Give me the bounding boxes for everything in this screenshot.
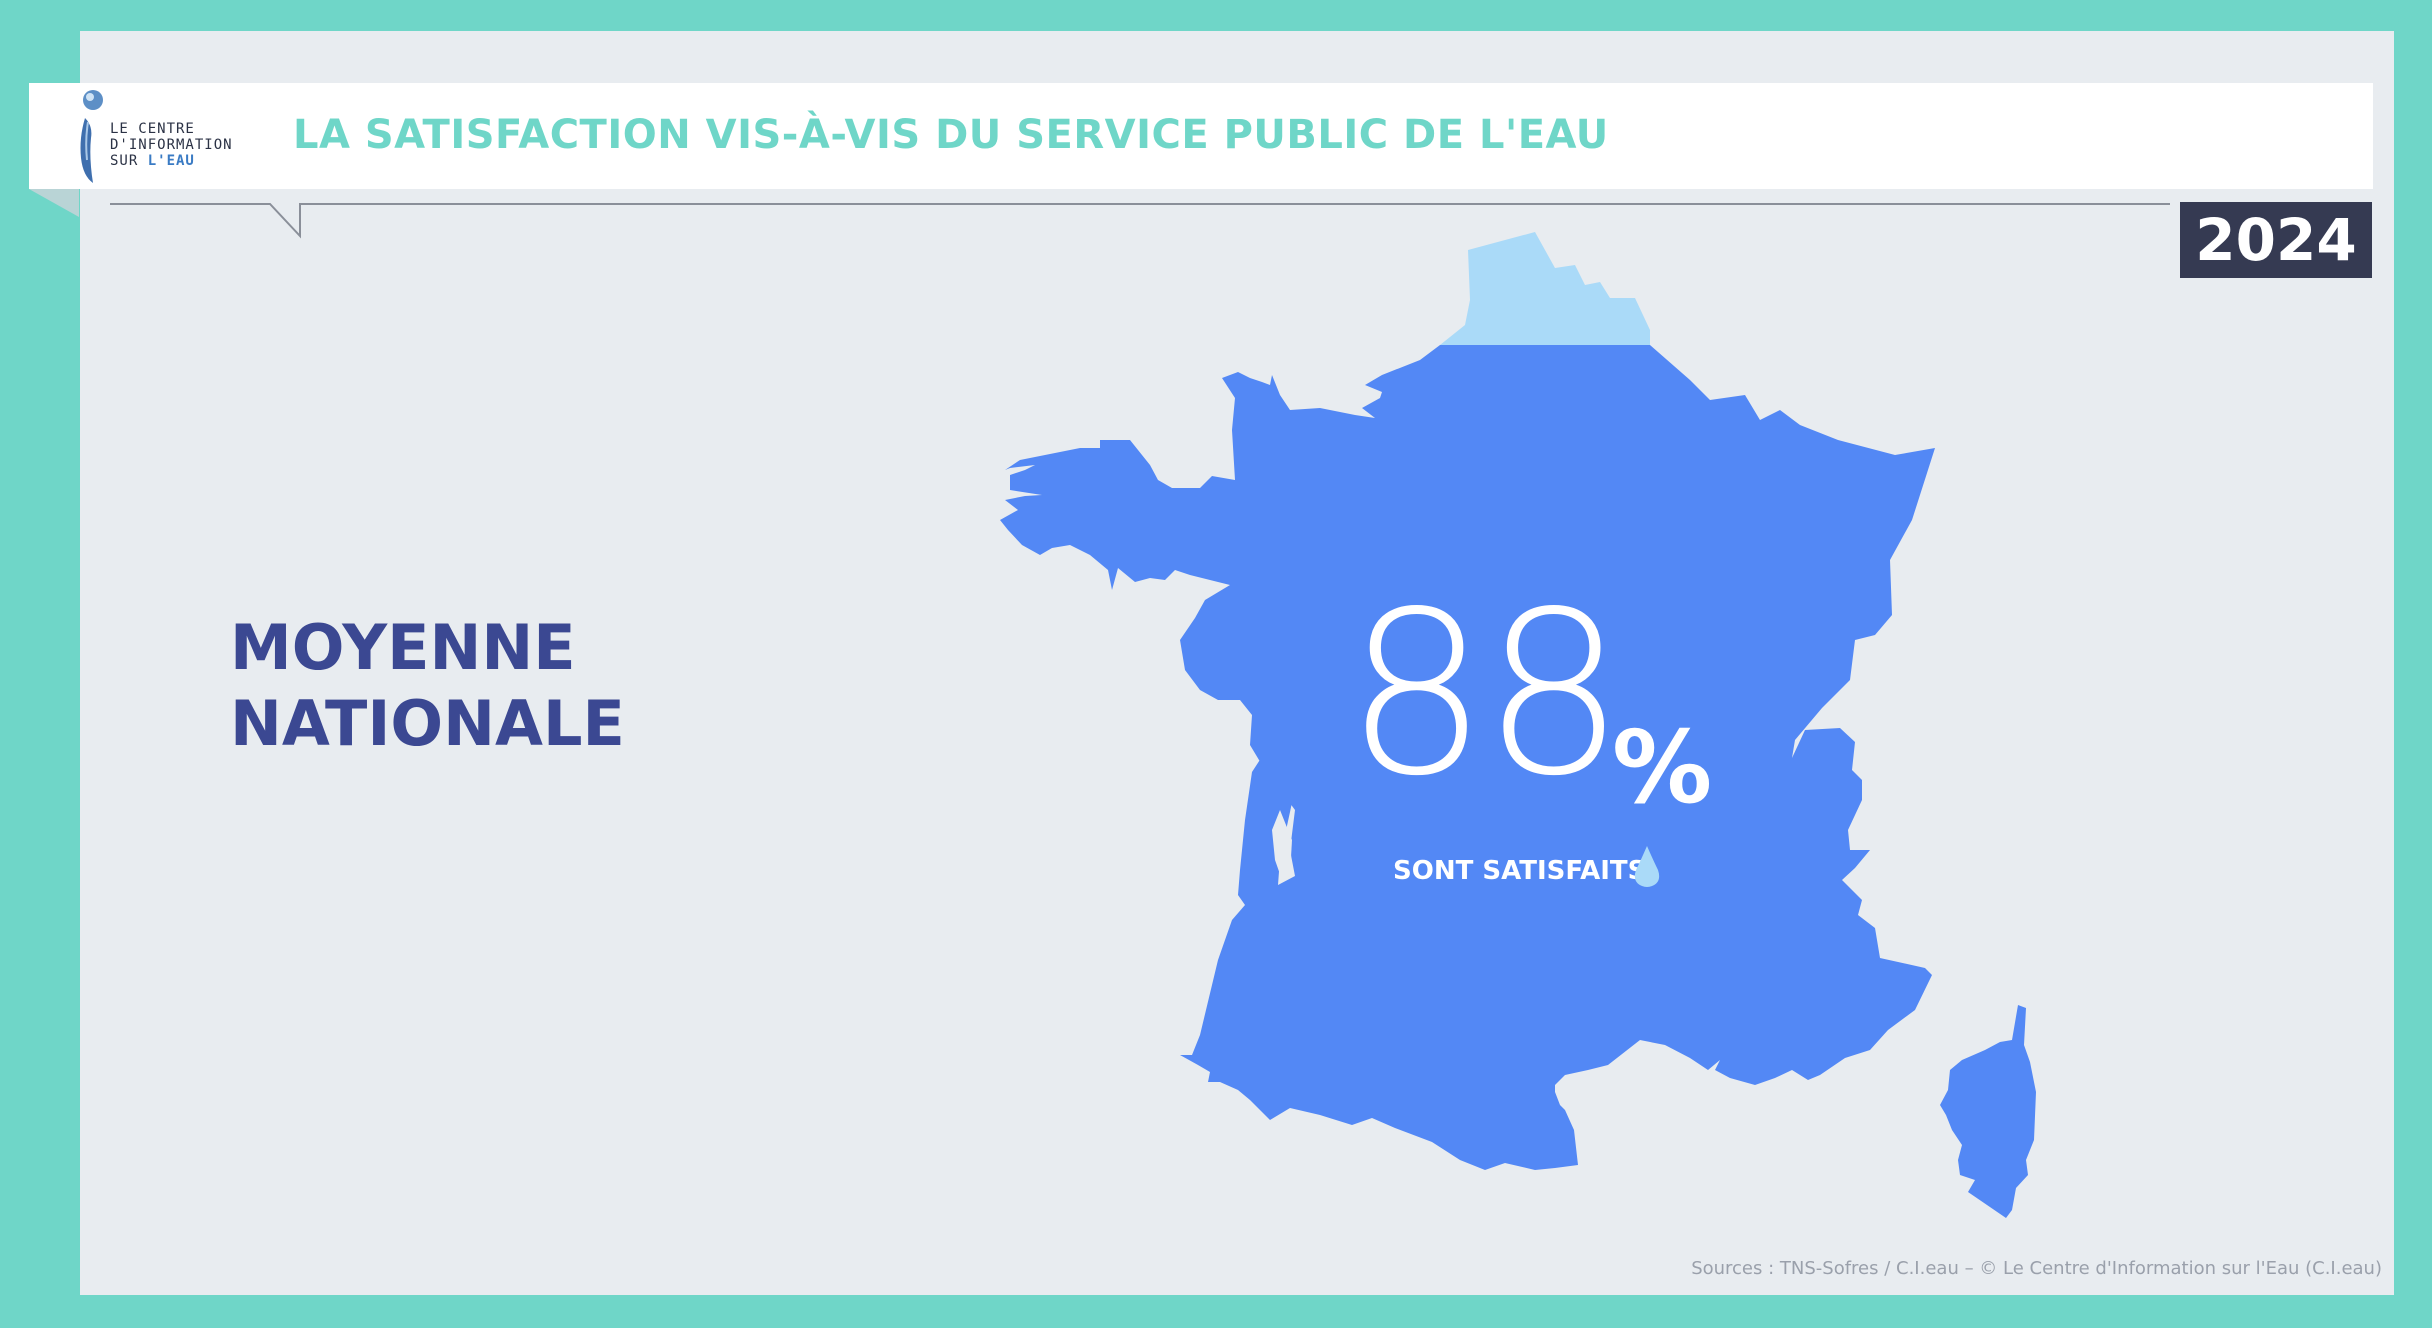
satisfaction-value: 88 — [1345, 564, 1625, 826]
water-drop-icon — [1634, 846, 1660, 887]
map-mainland — [1000, 345, 1935, 1170]
average-label-line-2: NATIONALE — [230, 687, 625, 760]
satisfaction-caption: SONT SATISFAITS — [1393, 856, 1647, 886]
water-drop-i-icon — [80, 90, 103, 183]
logo-line-2: D'INFORMATION — [110, 137, 233, 153]
map-coast-notch — [1272, 810, 1292, 880]
logo-line-1: LE CENTRE — [110, 121, 195, 137]
header-rule — [110, 203, 2170, 239]
average-label: MOYENNE NATIONALE — [230, 610, 625, 762]
map-corsica — [1940, 1005, 2036, 1218]
page-title: LA SATISFACTION VIS-À-VIS DU SERVICE PUB… — [293, 112, 1609, 158]
year-badge: 2024 — [2180, 202, 2372, 278]
satisfaction-unit: % — [1612, 709, 1713, 826]
map-north-region — [1440, 232, 1650, 345]
average-label-line-1: MOYENNE — [230, 611, 576, 684]
header-bar — [29, 83, 2373, 189]
logo-text: LE CENTRE D'INFORMATION SUR L'EAU — [110, 121, 233, 169]
logo: LE CENTRE D'INFORMATION SUR L'EAU — [75, 88, 265, 184]
header-fold — [29, 189, 79, 217]
sources-credit: Sources : TNS-Sofres / C.I.eau – © Le Ce… — [1691, 1258, 2382, 1279]
logo-line-3: SUR L'EAU — [110, 153, 195, 169]
